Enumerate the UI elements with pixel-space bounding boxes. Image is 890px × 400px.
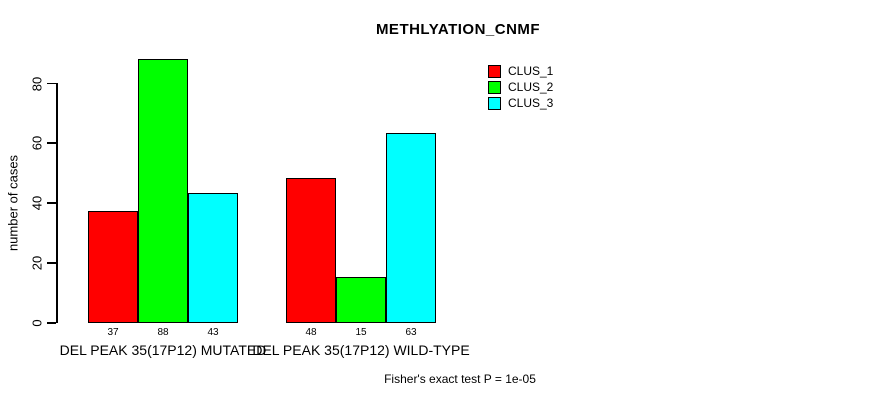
y-axis-tick-label: 80	[29, 76, 45, 91]
legend-item-label: CLUS_1	[508, 64, 554, 78]
y-axis-tick	[47, 142, 56, 144]
bar-value-label: 63	[405, 327, 417, 338]
y-axis-tick	[47, 262, 56, 264]
y-axis-tick-label: 0	[29, 319, 45, 327]
legend-swatch-clus-3	[488, 97, 501, 110]
legend: CLUS_1 CLUS_2 CLUS_3	[488, 65, 553, 113]
bar-clus-2-group-1	[138, 58, 188, 323]
bar-value-label: 37	[107, 327, 119, 338]
y-axis-line	[56, 82, 58, 323]
legend-item: CLUS_1	[488, 65, 553, 78]
bar-value-label: 88	[157, 327, 169, 338]
y-axis-tick	[47, 202, 56, 204]
legend-item: CLUS_2	[488, 81, 553, 94]
category-label: DEL PEAK 35(17P12) MUTATED	[59, 342, 267, 358]
y-axis-tick-label: 40	[29, 196, 45, 211]
y-axis-tick-label: 20	[29, 255, 45, 271]
bar-clus-2-group-2	[336, 277, 386, 323]
category-label: DEL PEAK 35(17P12) WILD-TYPE	[252, 342, 470, 358]
legend-swatch-clus-1	[488, 65, 501, 78]
y-axis-tick	[47, 322, 56, 324]
bar-clus-1-group-2	[286, 178, 336, 323]
chart-title: METHLYATION_CNMF	[375, 21, 541, 38]
legend-item: CLUS_3	[488, 97, 553, 110]
bar-clus-3-group-1	[188, 193, 238, 323]
y-axis-label: number of cases	[5, 154, 21, 252]
bar-clus-1-group-1	[88, 211, 138, 323]
y-axis-tick-label: 60	[29, 136, 45, 151]
bar-value-label: 15	[355, 327, 367, 338]
y-axis-tick	[47, 82, 56, 84]
bar-value-label: 43	[207, 327, 219, 338]
bar-clus-3-group-2	[386, 133, 436, 323]
bar-value-label: 48	[305, 327, 317, 338]
legend-swatch-clus-2	[488, 81, 501, 94]
legend-item-label: CLUS_3	[508, 96, 554, 110]
fisher-test-annotation: Fisher's exact test P = 1e-05	[384, 372, 536, 386]
legend-item-label: CLUS_2	[508, 80, 554, 94]
